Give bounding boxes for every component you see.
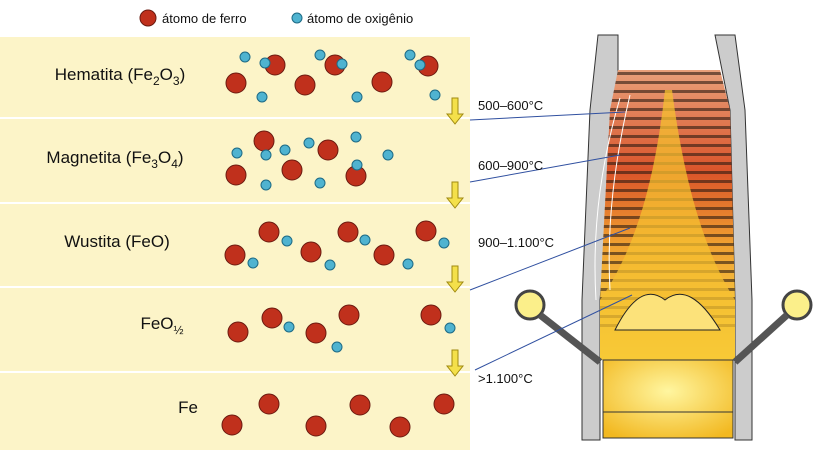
stage-label: Fe	[178, 398, 198, 417]
oxygen-atom	[304, 138, 314, 148]
iron-atom	[222, 415, 242, 435]
oxygen-atom	[405, 50, 415, 60]
iron-atom	[372, 72, 392, 92]
oxygen-atom	[351, 132, 361, 142]
iron-atom	[259, 222, 279, 242]
diagram: átomo de ferro átomo de oxigênio Hematit…	[0, 0, 813, 457]
oxygen-atom	[325, 260, 335, 270]
oxygen-atom	[315, 50, 325, 60]
iron-atom	[259, 394, 279, 414]
oxygen-atom	[284, 322, 294, 332]
label-text: )	[178, 148, 184, 167]
iron-atom	[434, 394, 454, 414]
iron-atom	[338, 222, 358, 242]
legend-iron-icon	[140, 10, 156, 26]
oxygen-atom	[232, 148, 242, 158]
label-text: FeO	[140, 314, 173, 333]
oxygen-atom	[439, 238, 449, 248]
temperature-label: 900–1.100°C	[478, 235, 554, 250]
iron-atom	[254, 131, 274, 151]
label-text: Magnetita (Fe	[46, 148, 151, 167]
iron-atom	[339, 305, 359, 325]
stage-label: Wustita (FeO)	[64, 232, 169, 251]
iron-atom	[318, 140, 338, 160]
temperature-label: >1.100°C	[478, 371, 533, 386]
oxygen-atom	[280, 145, 290, 155]
iron-atom	[225, 245, 245, 265]
oxygen-atom	[332, 342, 342, 352]
furnace	[516, 35, 811, 440]
oxygen-atom	[403, 259, 413, 269]
legend-oxygen-icon	[292, 13, 302, 23]
label-text: O	[158, 148, 171, 167]
oxygen-atom	[352, 92, 362, 102]
label-text: Hematita (Fe	[55, 65, 153, 84]
oxygen-atom	[383, 150, 393, 160]
iron-atom	[301, 242, 321, 262]
oxygen-atom	[315, 178, 325, 188]
oxygen-atom	[261, 180, 271, 190]
iron-atom	[350, 395, 370, 415]
iron-atom	[226, 73, 246, 93]
label-text: Wustita (FeO)	[64, 232, 169, 251]
oxygen-atom	[240, 52, 250, 62]
label-text: Fe	[178, 398, 198, 417]
oxygen-atom	[282, 236, 292, 246]
iron-atom	[262, 308, 282, 328]
oxygen-atom	[352, 160, 362, 170]
oxygen-atom	[430, 90, 440, 100]
legend-oxygen: átomo de oxigênio	[307, 11, 413, 26]
oxygen-atom	[248, 258, 258, 268]
label-text: O	[160, 65, 173, 84]
iron-atom	[390, 417, 410, 437]
oxygen-atom	[337, 59, 347, 69]
iron-atom	[306, 323, 326, 343]
oxygen-atom	[260, 58, 270, 68]
iron-atom	[295, 75, 315, 95]
iron-atom	[421, 305, 441, 325]
oxygen-atom	[360, 235, 370, 245]
label-text: )	[180, 65, 186, 84]
iron-atom	[228, 322, 248, 342]
iron-atom	[226, 165, 246, 185]
oxygen-atom	[415, 60, 425, 70]
temperature-label: 600–900°C	[478, 158, 543, 173]
iron-atom	[374, 245, 394, 265]
oxygen-atom	[257, 92, 267, 102]
oxygen-atom	[261, 150, 271, 160]
iron-atom	[306, 416, 326, 436]
temperature-label: 500–600°C	[478, 98, 543, 113]
iron-atom	[416, 221, 436, 241]
oxygen-atom	[445, 323, 455, 333]
iron-atom	[282, 160, 302, 180]
legend-iron: átomo de ferro	[162, 11, 247, 26]
subscript: ½	[174, 323, 184, 337]
